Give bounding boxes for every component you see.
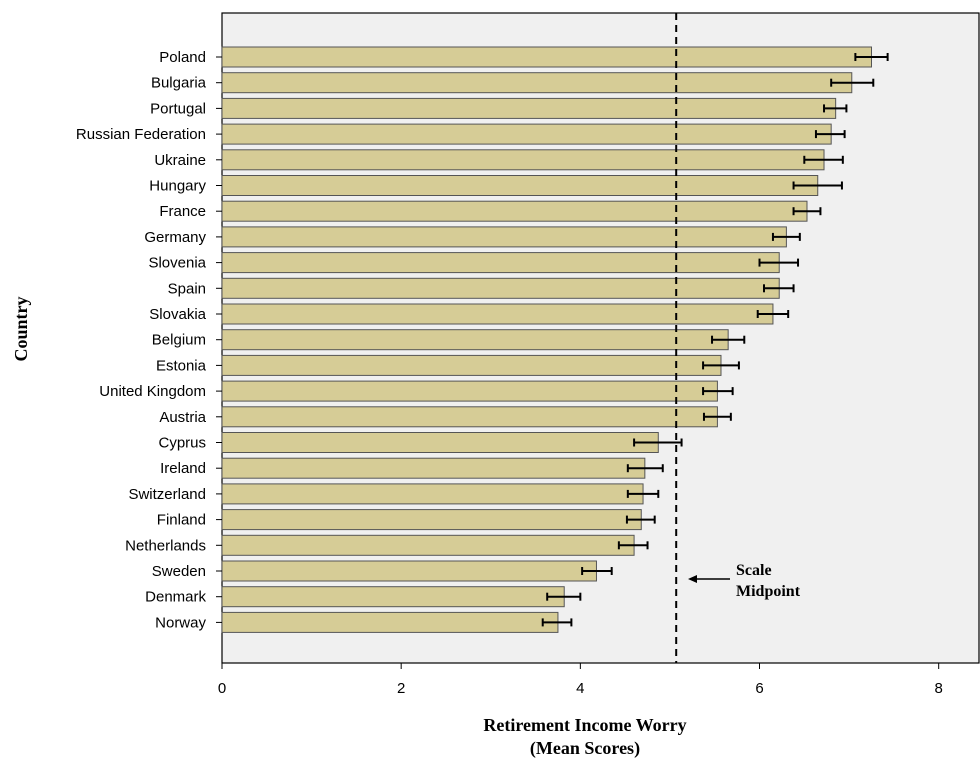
annotation-text-midpoint: Midpoint — [736, 583, 801, 600]
category-label-finland: Finland — [157, 512, 206, 529]
bar-germany — [221, 226, 787, 248]
error-bar-portugal — [823, 104, 848, 113]
category-label-switzerland: Switzerland — [128, 486, 206, 503]
bar-slovenia — [221, 252, 780, 274]
annotation-arrowhead — [688, 575, 697, 583]
category-label-poland: Poland — [159, 49, 206, 66]
error-bar-ireland — [626, 464, 664, 473]
bar-finland — [221, 509, 642, 531]
error-bar-hungary — [792, 181, 843, 190]
category-label-denmark: Denmark — [145, 589, 206, 606]
error-bar-ukraine — [803, 155, 844, 164]
error-bar-russian-federation — [814, 130, 846, 139]
error-bar-switzerland — [626, 489, 660, 498]
category-label-france: France — [159, 203, 206, 220]
bar-belgium — [221, 329, 729, 351]
error-bar-poland — [854, 53, 889, 61]
annotation-text-scale: Scale — [736, 562, 772, 579]
bar-cyprus — [221, 432, 659, 453]
error-bar-estonia — [702, 361, 740, 370]
error-bar-slovakia — [756, 310, 790, 318]
category-label-ireland: Ireland — [160, 460, 206, 477]
bar-ireland — [221, 457, 646, 479]
category-label-hungary: Hungary — [149, 178, 206, 195]
bars-layer — [221, 46, 889, 633]
x-tick-label-4: 4 — [576, 680, 584, 697]
category-label-estonia: Estonia — [156, 357, 207, 374]
category-label-cyprus: Cyprus — [158, 435, 206, 452]
error-bar-belgium — [711, 335, 746, 344]
bar-russian-federation — [221, 123, 832, 145]
category-label-slovakia: Slovakia — [149, 306, 206, 323]
bar-united-kingdom — [221, 380, 718, 402]
error-bar-germany — [771, 232, 801, 241]
midpoint-annotation: Scale Midpoint — [688, 562, 801, 600]
error-bar-norway — [541, 618, 573, 627]
x-tick-label-8: 8 — [935, 680, 943, 697]
x-tick-label-6: 6 — [755, 680, 763, 697]
error-bar-netherlands — [617, 541, 649, 550]
bar-poland — [221, 46, 872, 68]
error-bar-bulgaria — [830, 78, 875, 87]
category-label-netherlands: Netherlands — [125, 537, 206, 554]
bar-norway — [221, 611, 559, 633]
error-bar-austria — [702, 412, 732, 421]
x-axis: 0 2 4 6 8 — [218, 663, 943, 697]
error-bar-denmark — [546, 592, 582, 601]
category-label-bulgaria: Bulgaria — [151, 75, 207, 92]
category-label-portugal: Portugal — [150, 100, 206, 117]
category-label-spain: Spain — [168, 280, 206, 297]
y-axis-title: Country — [11, 296, 31, 361]
category-label-sweden: Sweden — [152, 563, 206, 580]
category-labels: Poland Bulgaria Portugal Russian Federation… — [76, 49, 222, 631]
error-bar-finland — [625, 515, 656, 524]
bar-portugal — [221, 97, 837, 119]
bar-france — [221, 200, 808, 222]
x-axis-title: Retirement Income Worry — [483, 715, 686, 735]
category-label-belgium: Belgium — [152, 332, 206, 349]
category-label-ukraine: Ukraine — [154, 152, 206, 169]
bar-estonia — [221, 354, 722, 376]
bar-slovakia — [221, 303, 774, 325]
bar-sweden — [221, 560, 597, 582]
bar-ukraine — [221, 149, 825, 171]
error-bar-united-kingdom — [702, 387, 734, 396]
error-bar-cyprus — [633, 438, 683, 447]
error-bar-france — [792, 207, 822, 216]
category-label-slovenia: Slovenia — [148, 255, 206, 272]
bar-switzerland — [221, 483, 644, 505]
category-label-austria: Austria — [159, 409, 206, 426]
bar-spain — [221, 277, 780, 299]
bar-netherlands — [221, 534, 635, 556]
category-label-germany: Germany — [144, 229, 206, 246]
category-label-united-kingdom: United Kingdom — [99, 383, 206, 400]
error-bar-slovenia — [758, 258, 800, 267]
category-label-norway: Norway — [155, 614, 206, 631]
x-axis-title-line2: (Mean Scores) — [530, 738, 640, 759]
x-tick-label-2: 2 — [397, 680, 405, 697]
category-label-russian-federation: Russian Federation — [76, 126, 206, 143]
bar-hungary — [221, 175, 819, 196]
bar-denmark — [221, 586, 565, 608]
error-bar-sweden — [581, 567, 613, 575]
x-tick-label-0: 0 — [218, 680, 226, 697]
error-bar-spain — [762, 284, 795, 293]
bar-austria — [221, 406, 718, 428]
bar-bulgaria — [221, 72, 853, 94]
